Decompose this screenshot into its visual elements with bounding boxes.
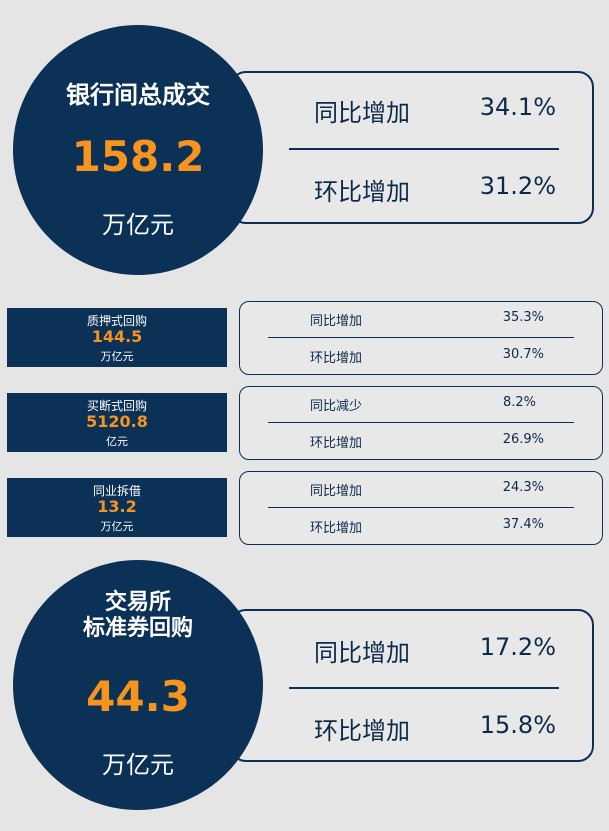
exchange-mom-label: 环比增加 bbox=[314, 717, 410, 745]
interbank-lending-stats-card: 同比增加 24.3% 环比增加 37.4% bbox=[239, 471, 603, 545]
pledged-repo-stats-card: 同比增加 35.3% 环比增加 30.7% bbox=[239, 301, 603, 375]
outright-repo-yoy-value: 8.2% bbox=[502, 395, 536, 410]
outright-repo-value: 5120.8 bbox=[86, 412, 148, 431]
interbank-yoy-label: 同比增加 bbox=[314, 99, 410, 127]
exchange-mom-value: 15.8% bbox=[479, 711, 556, 739]
pledged-repo-badge: 质押式回购 144.5 万亿元 bbox=[7, 308, 227, 367]
outright-repo-mom-label: 环比增加 bbox=[310, 436, 363, 451]
interbank-title: 银行间总成交 bbox=[66, 81, 210, 109]
outright-repo-badge: 买断式回购 5120.8 亿元 bbox=[7, 393, 227, 452]
divider bbox=[268, 337, 574, 338]
interbank-lending-badge: 同业拆借 13.2 万亿元 bbox=[7, 478, 227, 537]
interbank-total-circle: 银行间总成交 158.2 万亿元 bbox=[13, 25, 263, 275]
exchange-title-line1: 交易所 bbox=[104, 590, 171, 615]
interbank-value: 158.2 bbox=[71, 132, 205, 181]
pledged-repo-unit: 万亿元 bbox=[100, 350, 134, 363]
outright-repo-mom-value: 26.9% bbox=[502, 432, 544, 447]
exchange-stats-card: 同比增加 17.2% 环比增加 15.8% bbox=[230, 609, 594, 762]
pledged-repo-mom-value: 30.7% bbox=[502, 347, 544, 362]
outright-repo-unit: 亿元 bbox=[106, 435, 128, 448]
exchange-unit: 万亿元 bbox=[102, 751, 174, 779]
divider bbox=[289, 148, 559, 150]
exchange-title-line2: 标准券回购 bbox=[82, 616, 193, 641]
pledged-repo-mom-label: 环比增加 bbox=[310, 351, 363, 366]
interbank-lending-yoy-label: 同比增加 bbox=[310, 484, 363, 499]
divider bbox=[289, 687, 559, 689]
exchange-value: 44.3 bbox=[86, 672, 190, 721]
interbank-lending-title: 同业拆借 bbox=[92, 484, 141, 498]
interbank-lending-yoy-value: 24.3% bbox=[502, 480, 544, 495]
outright-repo-stats-card: 同比减少 8.2% 环比增加 26.9% bbox=[239, 386, 603, 460]
interbank-yoy-value: 34.1% bbox=[479, 93, 556, 121]
interbank-lending-value: 13.2 bbox=[97, 497, 137, 516]
divider bbox=[268, 507, 574, 508]
exchange-yoy-label: 同比增加 bbox=[314, 639, 410, 667]
divider bbox=[268, 422, 574, 423]
pledged-repo-title: 质押式回购 bbox=[86, 314, 147, 328]
outright-repo-yoy-label: 同比减少 bbox=[310, 399, 363, 414]
interbank-mom-label: 环比增加 bbox=[314, 178, 410, 206]
pledged-repo-yoy-value: 35.3% bbox=[502, 310, 544, 325]
interbank-lending-mom-label: 环比增加 bbox=[310, 521, 363, 536]
interbank-lending-unit: 万亿元 bbox=[100, 520, 134, 533]
pledged-repo-yoy-label: 同比增加 bbox=[310, 314, 363, 329]
interbank-unit: 万亿元 bbox=[102, 211, 174, 239]
exchange-yoy-value: 17.2% bbox=[479, 633, 556, 661]
interbank-lending-mom-value: 37.4% bbox=[502, 517, 544, 532]
exchange-total-circle: 交易所 标准券回购 44.3 万亿元 bbox=[13, 560, 263, 810]
pledged-repo-value: 144.5 bbox=[91, 327, 143, 346]
outright-repo-title: 买断式回购 bbox=[86, 399, 147, 413]
interbank-stats-card: 同比增加 34.1% 环比增加 31.2% bbox=[230, 71, 594, 224]
interbank-mom-value: 31.2% bbox=[479, 172, 556, 200]
